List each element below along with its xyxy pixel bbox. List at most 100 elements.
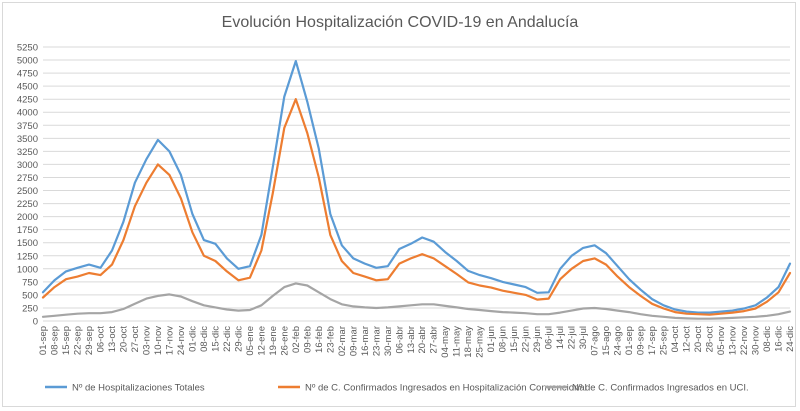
x-tick-label: 13-oct bbox=[107, 326, 118, 353]
y-tick-label: 2250 bbox=[17, 199, 38, 210]
y-tick-label: 3250 bbox=[17, 147, 38, 158]
x-tick-label: 09-sep bbox=[636, 326, 647, 355]
x-tick-label: 08-jun bbox=[498, 326, 509, 352]
chart-title: Evolución Hospitalización COVID-19 en An… bbox=[222, 14, 579, 31]
x-tick-label: 06-abr bbox=[394, 326, 405, 353]
y-tick-label: 2750 bbox=[17, 173, 38, 184]
x-tick-label: 29-sep bbox=[84, 326, 95, 355]
x-tick-label: 29-jun bbox=[532, 326, 543, 352]
y-tick-label: 3000 bbox=[17, 160, 38, 171]
x-tick-label: 28-oct bbox=[705, 326, 716, 353]
x-tick-label: 06-oct bbox=[95, 326, 106, 353]
x-tick-label: 16-feb bbox=[314, 326, 325, 353]
y-tick-label: 4250 bbox=[17, 95, 38, 106]
x-tick-label: 12-oct bbox=[682, 326, 693, 353]
x-tick-label: 14-jul bbox=[555, 326, 566, 349]
y-tick-label: 0 bbox=[33, 317, 38, 328]
x-tick-label: 23-mar bbox=[371, 326, 382, 356]
x-tick-label: 24-nov bbox=[176, 326, 187, 355]
x-tick-label: 08-sep bbox=[49, 326, 60, 355]
x-tick-label: 19-ene bbox=[268, 326, 279, 356]
y-tick-label: 2500 bbox=[17, 186, 38, 197]
y-tick-label: 4000 bbox=[17, 108, 38, 119]
x-tick-label: 03-nov bbox=[141, 326, 152, 355]
y-tick-label: 500 bbox=[22, 290, 38, 301]
x-tick-label: 22-jun bbox=[521, 326, 532, 352]
chart-area bbox=[2, 2, 796, 407]
series-line-3 bbox=[41, 282, 792, 320]
x-tick-label: 16-mar bbox=[360, 326, 371, 356]
y-tick-label: 3750 bbox=[17, 121, 38, 132]
x-tick-label: 20-abr bbox=[417, 326, 428, 353]
y-tick-label: 4750 bbox=[17, 69, 38, 80]
y-tick-label: 1500 bbox=[17, 238, 38, 249]
x-tick-label: 05-ene bbox=[245, 326, 256, 356]
series-line-1 bbox=[41, 59, 792, 314]
y-tick-label: 5250 bbox=[17, 43, 38, 54]
x-tick-label: 22-nov bbox=[739, 326, 750, 355]
x-tick-label: 04-may bbox=[440, 326, 451, 358]
y-tick-label: 250 bbox=[22, 303, 38, 314]
x-tick-label: 08-dic bbox=[199, 326, 210, 352]
x-tick-label: 20-oct bbox=[693, 326, 704, 353]
x-tick-label: 06-jul bbox=[544, 326, 555, 349]
x-tick-label: 05-nov bbox=[716, 326, 727, 355]
x-tick-label: 18-may bbox=[463, 326, 474, 358]
x-tick-label: 17-nov bbox=[164, 326, 175, 355]
y-tick-label: 750 bbox=[22, 277, 38, 288]
legend-label: Nº de C. Confirmados Ingresados en Hospi… bbox=[305, 383, 587, 394]
x-tick-label: 13-nov bbox=[728, 326, 739, 355]
x-tick-label: 20-oct bbox=[118, 326, 129, 353]
x-tick-label: 25-sep bbox=[659, 326, 670, 355]
y-tick-label: 5000 bbox=[17, 56, 38, 67]
y-axis-ticks: 0 250 500 750 1000 1250 1500 1750 2000 2250 2500 27… bbox=[17, 43, 38, 328]
x-tick-label: 29-dic bbox=[233, 326, 244, 352]
x-tick-label: 11-may bbox=[452, 326, 463, 357]
y-tick-label: 1000 bbox=[17, 264, 38, 275]
x-tick-label: 02-mar bbox=[337, 326, 348, 356]
legend-label: Nº de C. Confirmados Ingresados en UCI. bbox=[572, 383, 749, 394]
x-tick-label: 15-sep bbox=[61, 326, 72, 355]
x-tick-label: 12-ene bbox=[256, 326, 267, 356]
y-tick-label: 4500 bbox=[17, 82, 38, 93]
series-lines bbox=[41, 59, 792, 320]
x-tick-label: 02-feb bbox=[291, 326, 302, 353]
x-tick-label: 15-dic bbox=[210, 326, 221, 352]
y-tick-label: 2000 bbox=[17, 212, 38, 223]
x-tick-label: 01-sep bbox=[38, 326, 49, 355]
x-tick-label: 22-dic bbox=[222, 326, 233, 352]
x-tick-label: 27-oct bbox=[130, 326, 141, 353]
x-tick-label: 30-mar bbox=[383, 326, 394, 356]
x-tick-label: 24-dic bbox=[785, 326, 796, 352]
x-tick-label: 01-jun bbox=[486, 326, 497, 352]
x-tick-label: 22-jul bbox=[567, 326, 578, 349]
x-tick-label: 30-nov bbox=[751, 326, 762, 355]
x-tick-label: 25-may bbox=[475, 326, 486, 358]
x-tick-label: 16-dic bbox=[774, 326, 785, 352]
x-axis-ticks: 01-sep 08-sep 15-sep 22-sep 29-sep 06-oct 13-o… bbox=[38, 326, 796, 358]
x-tick-label: 23-feb bbox=[325, 326, 336, 353]
gridlines bbox=[43, 46, 790, 322]
y-tick-label: 1750 bbox=[17, 225, 38, 236]
x-tick-label: 08-dic bbox=[762, 326, 773, 352]
x-tick-label: 24-ago bbox=[613, 326, 624, 356]
x-tick-label: 09-feb bbox=[302, 326, 313, 353]
x-tick-label: 22-sep bbox=[72, 326, 83, 355]
x-tick-label: 13-abr bbox=[406, 326, 417, 353]
x-tick-label: 01-dic bbox=[187, 326, 198, 352]
x-tick-label: 07-ago bbox=[590, 326, 601, 356]
x-tick-label: 17-sep bbox=[647, 326, 658, 355]
x-tick-label: 30-jul bbox=[578, 326, 589, 349]
x-tick-label: 04-oct bbox=[670, 326, 681, 353]
legend-label: Nº de Hospitalizaciones Totales bbox=[72, 383, 205, 394]
y-tick-label: 3500 bbox=[17, 134, 38, 145]
x-tick-label: 26-ene bbox=[279, 326, 290, 356]
legend: Nº de Hospitalizaciones Totales Nº de C. … bbox=[45, 383, 749, 394]
x-tick-label: 01-sep bbox=[624, 326, 635, 355]
x-tick-label: 09-mar bbox=[348, 326, 359, 356]
series-line-2 bbox=[41, 98, 792, 316]
x-tick-label: 10-nov bbox=[153, 326, 164, 355]
x-tick-label: 15-ago bbox=[601, 326, 612, 356]
x-tick-label: 27-abr bbox=[429, 326, 440, 353]
